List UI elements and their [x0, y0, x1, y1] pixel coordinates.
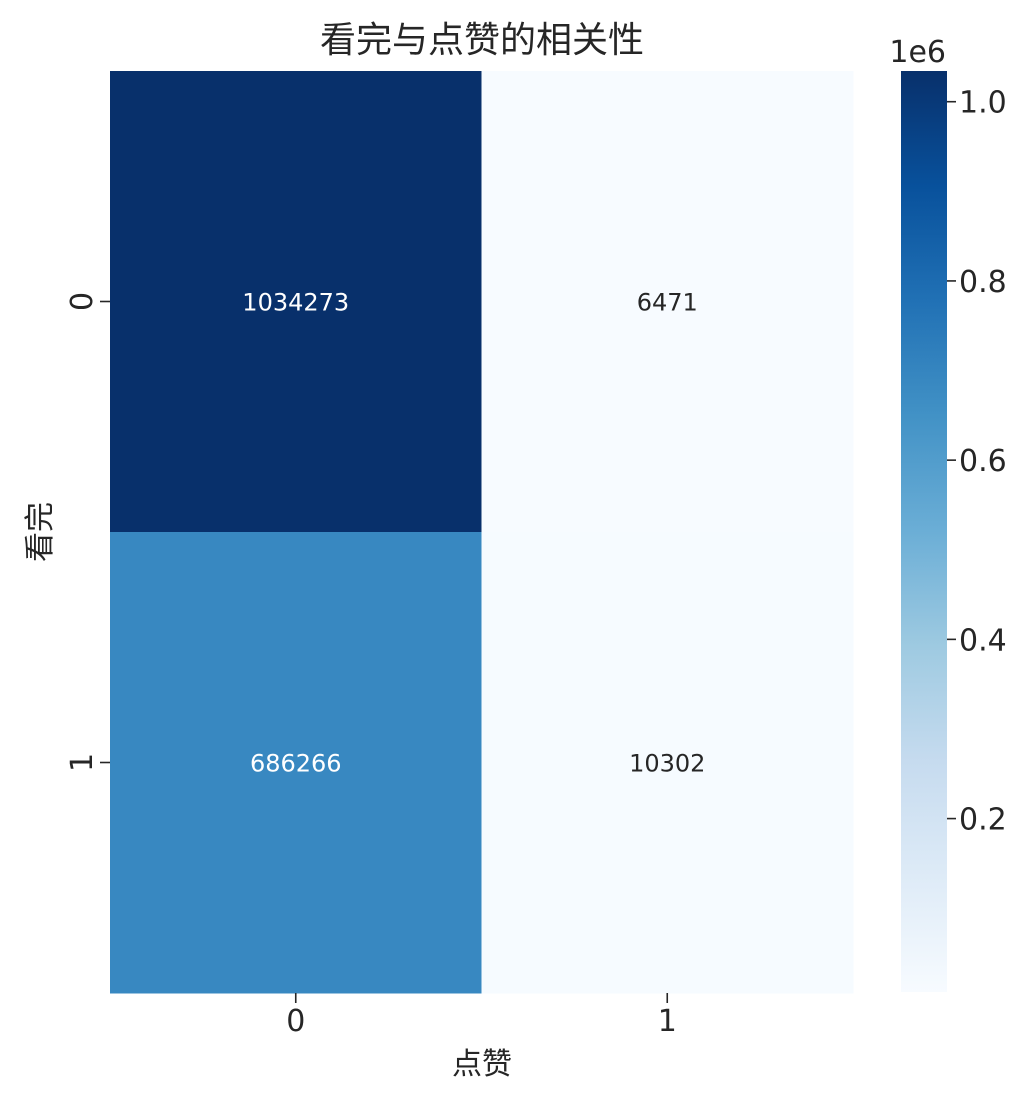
heatmap-cell: [110, 71, 482, 533]
heatmap-cells: [110, 71, 854, 994]
x-tick-label: 1: [658, 1004, 677, 1039]
heatmap-cell-value: 10302: [629, 750, 705, 778]
heatmap-cell-value: 1034273: [242, 289, 349, 317]
heatmap-cell: [481, 71, 854, 533]
heatmap-cell: [481, 532, 854, 994]
heatmap-cell-value: 6471: [637, 289, 698, 317]
heatmap-cell-labels: 1034273 6471 686266 10302: [242, 289, 705, 778]
colorbar-tick-label: 0.2: [959, 803, 1007, 838]
colorbar-tick-label: 0.8: [959, 265, 1007, 300]
colorbar-tick-label: 0.4: [959, 623, 1007, 658]
colorbar-ticks: 0.2 0.4 0.6 0.8 1.0: [947, 86, 1007, 838]
x-axis-label: 点赞: [452, 1047, 512, 1082]
heatmap-cell: [110, 532, 482, 994]
x-tick-label: 0: [286, 1004, 305, 1039]
y-tick-label: 0: [65, 292, 100, 311]
colorbar-offset-label: 1e6: [889, 35, 946, 70]
y-tick-label: 1: [65, 753, 100, 772]
colorbar-tick-label: 1.0: [959, 86, 1007, 121]
y-axis-label: 看完: [23, 502, 58, 562]
heatmap-cell-value: 686266: [250, 750, 342, 778]
chart-title: 看完与点赞的相关性: [320, 20, 644, 61]
y-axis: 01: [65, 292, 110, 772]
colorbar: [901, 71, 947, 992]
colorbar-tick-label: 0.6: [959, 444, 1007, 479]
